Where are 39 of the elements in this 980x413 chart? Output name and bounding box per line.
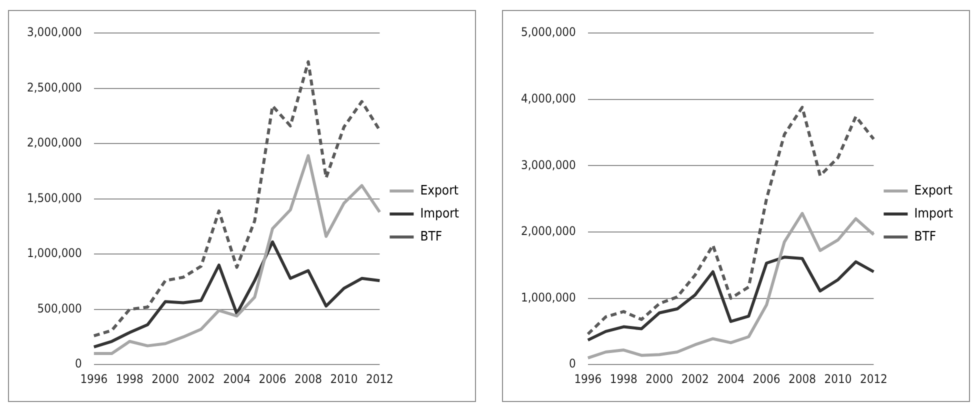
x-tick-label: 2004: [223, 372, 251, 386]
y-tick-label: 3,000,000: [26, 25, 82, 40]
legend-label: Export: [914, 183, 953, 198]
y-tick-label: 1,000,000: [520, 290, 576, 304]
y-tick-label: 3,000,000: [520, 158, 576, 172]
y-tick-label: 0: [569, 356, 576, 371]
x-tick-label: 2008: [788, 372, 816, 386]
y-tick-label: 4,000,000: [520, 91, 576, 106]
x-tick-label: 2010: [824, 372, 852, 386]
legend-label: BTF: [420, 229, 442, 244]
y-tick-label: 2,000,000: [520, 224, 576, 238]
x-tick-label: 2002: [187, 372, 215, 386]
x-tick-label: 2002: [681, 372, 709, 386]
x-tick-label: 1998: [116, 372, 144, 386]
x-tick-label: 1996: [574, 372, 602, 386]
line-series: [92, 60, 382, 338]
x-tick-label: 1996: [80, 372, 108, 386]
legend-label: Import: [914, 206, 954, 222]
legend-label: Import: [420, 206, 460, 222]
x-tick-label: 2012: [860, 372, 888, 386]
x-tick-label: 2012: [366, 372, 394, 386]
legend-label: BTF: [914, 229, 936, 244]
x-tick-label: 2000: [152, 372, 180, 386]
x-tick-label: 2008: [294, 372, 322, 386]
x-tick-label: 2010: [330, 372, 358, 386]
y-tick-label: 1,500,000: [26, 190, 82, 205]
y-tick-label: 500,000: [37, 301, 82, 316]
x-tick-label: 2004: [717, 372, 745, 386]
x-tick-label: 2006: [752, 372, 780, 386]
line-series: [586, 106, 876, 336]
y-tick-label: 0: [75, 356, 82, 371]
x-tick-label: 1998: [610, 372, 638, 386]
y-tick-label: 2,500,000: [26, 80, 82, 94]
x-tick-label: 2006: [258, 372, 286, 386]
y-tick-label: 5,000,000: [520, 25, 576, 40]
legend-label: Export: [420, 183, 459, 198]
x-tick-label: 2000: [646, 372, 674, 386]
y-tick-label: 1,000,000: [26, 246, 82, 260]
y-tick-label: 2,000,000: [26, 136, 82, 150]
